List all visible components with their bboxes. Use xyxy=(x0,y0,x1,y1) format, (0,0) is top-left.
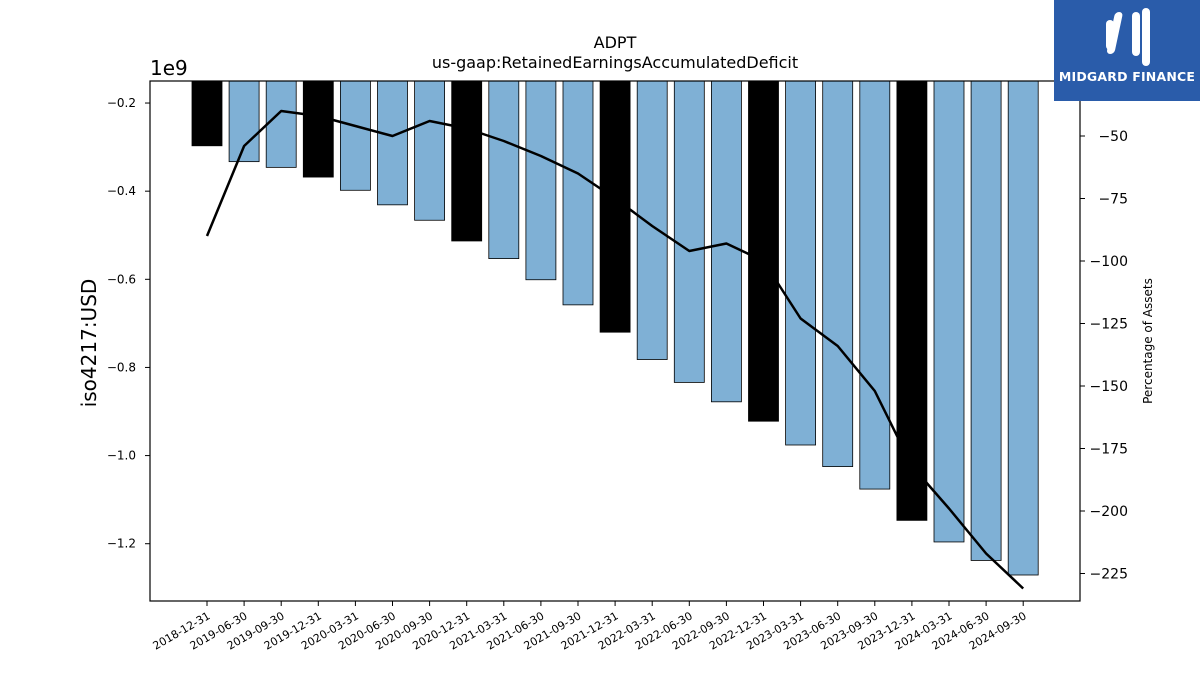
y2-tick-label: −175 xyxy=(1090,442,1128,458)
y-axis-ticks: −0.2 −0.4 −0.6 −0.8 −1.0 −1.2 xyxy=(107,96,150,551)
x-axis-ticks: 2018-12-312019-06-302019-09-302019-12-31… xyxy=(151,601,1029,653)
y2-tick-label: −100 xyxy=(1090,254,1128,270)
bar xyxy=(896,80,928,521)
bar xyxy=(339,80,371,191)
y-tick-label: −0.8 xyxy=(107,360,136,374)
bar xyxy=(636,80,668,360)
bar xyxy=(711,80,742,403)
logo-text: MIDGARD FINANCE xyxy=(1058,69,1196,84)
logo-mark-icon xyxy=(1106,8,1150,66)
bar xyxy=(785,80,816,446)
bar xyxy=(488,80,520,259)
y-tick-label: −0.2 xyxy=(107,96,136,110)
bar xyxy=(377,80,408,206)
chart-subtitle: us-gaap:RetainedEarningsAccumulatedDefic… xyxy=(432,53,798,72)
bar xyxy=(228,80,260,163)
bar xyxy=(525,80,557,281)
bars-group xyxy=(191,80,1039,576)
y-axis-label: iso4217:USD xyxy=(77,279,101,408)
bar xyxy=(970,80,1002,561)
y2-tick-label: −200 xyxy=(1090,504,1128,520)
y2-tick-label: −150 xyxy=(1090,379,1128,395)
bar xyxy=(191,80,223,147)
y-tick-label: −0.4 xyxy=(107,184,136,198)
y2-axis-label: Percentage of Assets xyxy=(1141,278,1155,404)
y2-tick-label: −225 xyxy=(1090,567,1128,583)
bar xyxy=(859,80,891,490)
chart-title: ADPT xyxy=(594,33,637,52)
midgard-finance-logo: MIDGARD FINANCE xyxy=(1054,0,1200,101)
y2-tick-label: −75 xyxy=(1098,192,1128,208)
y-tick-label: −1.2 xyxy=(107,537,136,551)
bar xyxy=(1007,80,1039,576)
y-tick-label: −1.0 xyxy=(107,449,136,463)
bar xyxy=(451,80,483,242)
y-offset-label: 1e9 xyxy=(150,56,188,80)
bar xyxy=(414,80,446,221)
bar xyxy=(302,80,334,178)
bar xyxy=(822,80,854,467)
y2-tick-label: −125 xyxy=(1090,317,1128,333)
bar xyxy=(933,80,965,543)
y2-tick-label: −50 xyxy=(1098,129,1128,145)
bar xyxy=(562,80,594,306)
bar xyxy=(265,80,297,168)
percentage-of-assets-line xyxy=(205,109,1025,590)
bar xyxy=(673,80,705,383)
bar xyxy=(748,80,779,422)
y-tick-label: −0.6 xyxy=(107,272,136,286)
y2-axis-ticks: −50 −75 −100 −125 −150 −175 −200 −225 xyxy=(1080,129,1128,583)
